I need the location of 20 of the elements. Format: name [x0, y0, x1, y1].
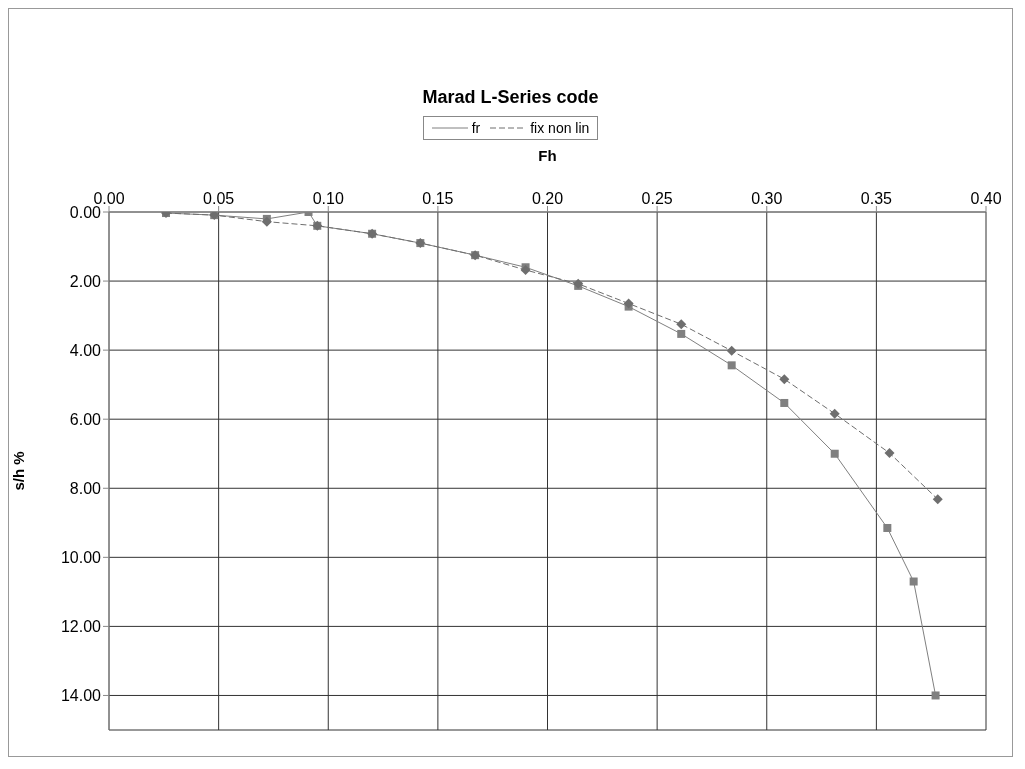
x-tick-label: 0.15 — [422, 190, 454, 207]
legend-label: fr — [471, 120, 481, 136]
y-tick-label: 8.00 — [69, 479, 102, 497]
x-tick-label: 0.40 — [970, 190, 1002, 207]
x-tick-label: 0.30 — [751, 190, 783, 207]
y-tick-label: 2.00 — [69, 272, 102, 290]
x-tick-label: 0.05 — [203, 190, 235, 207]
x-axis-title: Fh — [538, 146, 557, 164]
legend-label: fix non lin — [530, 120, 590, 136]
x-tick-label: 0.20 — [531, 190, 564, 207]
y-tick-label: 12.00 — [60, 618, 102, 636]
y-tick-label: 6.00 — [69, 410, 102, 428]
y-axis-title: s/h % — [10, 451, 28, 491]
chart-title: Marad L-Series code — [421, 87, 600, 108]
y-tick-label: 14.00 — [60, 687, 102, 705]
y-tick-label: 10.00 — [60, 549, 102, 567]
x-tick-label: 0.10 — [312, 190, 344, 207]
y-tick-label: 4.00 — [69, 341, 102, 359]
x-tick-label: 0.25 — [641, 190, 673, 207]
x-tick-label: 0.35 — [860, 190, 893, 207]
